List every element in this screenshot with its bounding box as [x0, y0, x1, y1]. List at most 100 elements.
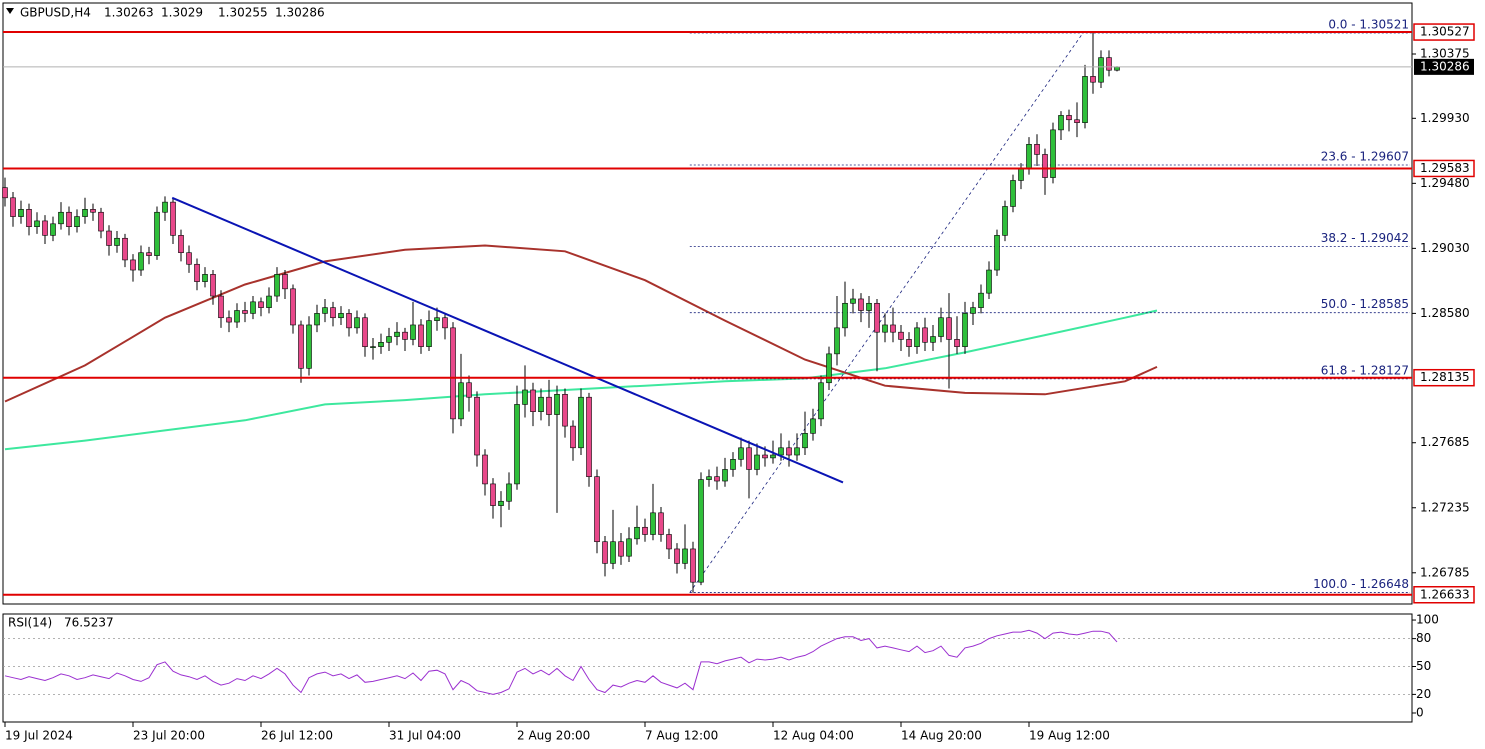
rsi-name: RSI(14)	[8, 616, 52, 630]
candle-body	[730, 459, 736, 470]
candle-body	[378, 341, 384, 347]
candle-body	[882, 324, 888, 333]
candle-body	[106, 230, 112, 246]
rsi-line	[4, 629, 1118, 695]
fib-label: 38.2 - 1.29042	[1321, 231, 1409, 245]
candle-body	[522, 389, 528, 405]
y-tick-label: 1.29030	[1420, 241, 1470, 255]
y-tick-label: 1.29480	[1420, 176, 1470, 190]
candle-body	[266, 295, 272, 308]
candle-body	[970, 307, 976, 314]
ohlc-open: 1.30263	[104, 6, 154, 20]
rsi-y-tick-label: 0	[1416, 705, 1424, 719]
candle-body	[298, 324, 304, 369]
candle-body	[1050, 129, 1056, 178]
moving-average	[4, 309, 1158, 451]
candle-body	[450, 327, 456, 420]
bid-label-box	[1414, 58, 1474, 75]
candle-body	[82, 209, 88, 217]
candle-body	[210, 274, 216, 297]
candle-body	[682, 548, 688, 564]
candle-body	[714, 476, 720, 482]
candle-body	[858, 298, 864, 311]
y-tick-label: 1.28580	[1420, 306, 1470, 320]
candle-body	[642, 526, 648, 535]
candle-body	[826, 353, 832, 384]
candle-body	[1026, 144, 1032, 170]
trendline	[171, 196, 844, 484]
candle-body	[1042, 154, 1048, 178]
candle-body	[426, 320, 432, 347]
candle-body	[498, 500, 504, 506]
candle-body	[690, 548, 696, 583]
x-tick-label: 23 Jul 20:00	[133, 729, 205, 743]
rsi-y-tick-label: 100	[1416, 613, 1439, 627]
candle-body	[34, 220, 40, 227]
candle-body	[554, 394, 560, 415]
candle-body	[330, 307, 336, 319]
rsi-value: 76.5237	[64, 616, 114, 630]
fib-label: 61.8 - 1.28127	[1321, 363, 1409, 377]
candle-body	[154, 211, 160, 256]
candle-body	[890, 324, 896, 333]
x-tick-label: 26 Jul 12:00	[261, 729, 333, 743]
candle-body	[746, 447, 752, 470]
y-tick-label: 1.27235	[1420, 500, 1470, 514]
ohlc-low: 1.30255	[218, 6, 268, 20]
moving-average	[4, 244, 1158, 403]
rsi-y-tick-label: 80	[1416, 631, 1431, 645]
fib-label: 23.6 - 1.29607	[1321, 149, 1409, 163]
candle-body	[866, 302, 872, 311]
candle-body	[698, 479, 704, 583]
candle-body	[658, 512, 664, 535]
x-tick-label: 12 Aug 04:00	[773, 729, 854, 743]
y-tick-label: 1.27685	[1420, 435, 1470, 449]
candle-body	[170, 201, 176, 236]
candle-body	[842, 302, 848, 329]
x-tick-label: 19 Aug 12:00	[1029, 729, 1110, 743]
candle-body	[506, 483, 512, 502]
rsi-y-tick-label: 20	[1416, 687, 1431, 701]
candle-body	[98, 211, 104, 232]
candle-body	[906, 339, 912, 347]
candle-body	[162, 201, 168, 213]
candle-body	[666, 534, 672, 550]
candle-body	[994, 235, 1000, 271]
candle-body	[434, 317, 440, 321]
candle-body	[1098, 57, 1104, 83]
candle-body	[610, 541, 616, 564]
candle-body	[290, 288, 296, 326]
candle-body	[74, 216, 80, 227]
bid-label: 1.30286	[1420, 59, 1470, 73]
candle-body	[26, 209, 32, 227]
candle-body	[482, 454, 488, 485]
candle-body	[322, 307, 328, 314]
collapse-icon[interactable]	[6, 8, 14, 14]
candle-body	[18, 209, 24, 217]
candle-body	[250, 301, 256, 314]
fib-label: 100.0 - 1.26648	[1313, 577, 1409, 591]
candle-body	[114, 237, 120, 246]
y-tick-label: 1.26785	[1420, 565, 1470, 579]
candle-body	[1010, 180, 1016, 207]
candle-body	[1058, 115, 1064, 131]
candle-body	[770, 454, 776, 459]
candle-body	[50, 223, 56, 236]
candle-body	[914, 327, 920, 347]
candle-body	[42, 220, 48, 236]
candle-body	[490, 483, 496, 506]
candle-body	[226, 317, 232, 323]
candle-body	[306, 324, 312, 369]
candle-body	[754, 454, 760, 470]
candle-body	[258, 301, 264, 308]
candle-body	[122, 237, 128, 261]
candle-body	[194, 263, 200, 282]
candle-body	[634, 526, 640, 540]
candle-body	[954, 339, 960, 347]
candle-body	[938, 317, 944, 337]
candle-body	[1018, 168, 1024, 181]
candle-body	[354, 317, 360, 329]
candle-body	[578, 396, 584, 449]
level-label-box	[1413, 23, 1475, 41]
